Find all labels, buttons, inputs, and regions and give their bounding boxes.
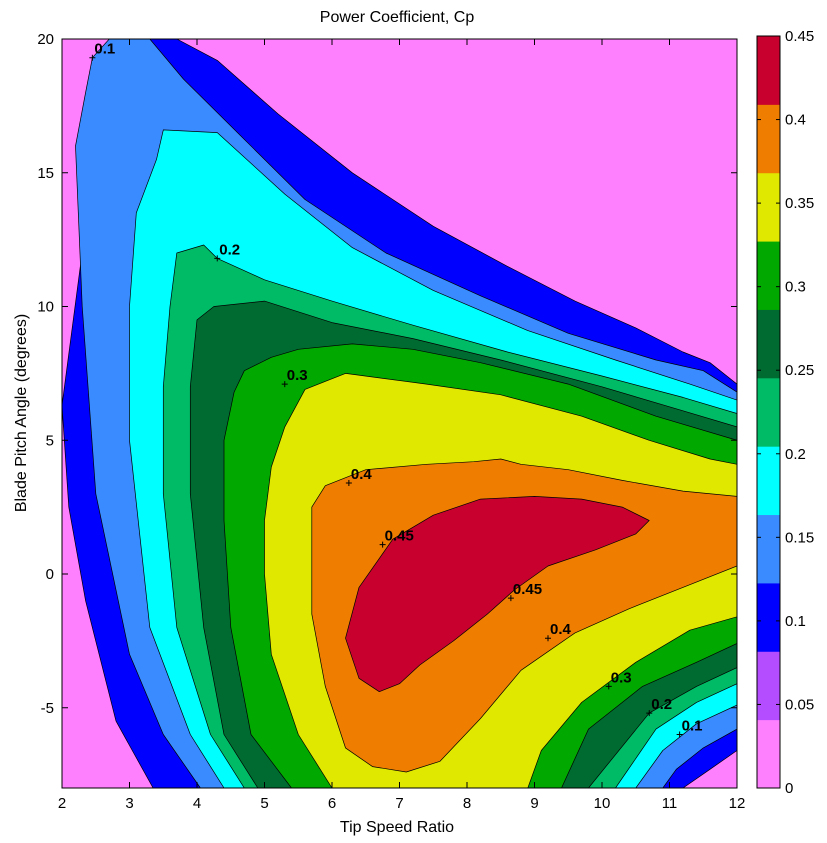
contour-label: 0.45: [385, 528, 414, 545]
contour-label: 0.1: [94, 41, 115, 58]
x-axis-ticks: 2 3 4 5 6 7 8 9 10 11 12: [58, 39, 746, 812]
y-tick-label: 5: [46, 432, 54, 449]
colorbar-tick-label: 0: [785, 780, 793, 797]
contour-label-marker: [507, 595, 514, 602]
colorbar-block: [757, 172, 780, 242]
contour-label: 0.3: [287, 367, 308, 384]
contour-label-marker: [214, 255, 221, 262]
contour-label-marker: [345, 480, 352, 487]
contour-region-0.45: [345, 496, 650, 693]
colorbar-block: [757, 514, 780, 584]
contour-label: 0.2: [219, 241, 240, 258]
y-tick-label: 10: [37, 299, 54, 316]
x-tick-label: 12: [729, 795, 746, 812]
contour-label-marker: [676, 731, 683, 738]
colorbar-block: [757, 104, 780, 174]
colorbar-tick-label: 0.15: [785, 529, 814, 546]
contour-label: 0.1: [682, 718, 703, 735]
contour-label: 0.2: [651, 696, 672, 713]
colorbar-blocks: [757, 36, 780, 789]
colorbar-tick-label: 0.2: [785, 446, 806, 463]
x-tick-label: 11: [662, 795, 678, 812]
contour-label-marker: [281, 381, 288, 388]
colorbar-tick-label: 0.35: [785, 195, 814, 212]
contour-label: 0.4: [351, 466, 373, 483]
colorbar-block: [757, 241, 780, 310]
x-tick-label: 9: [530, 795, 538, 812]
contour-label: 0.45: [513, 581, 542, 598]
plot-area: 0.1 0.2 0.3 0.4 0.45 0.45 0.4 0.3 0.2 0.1 2 3 4 5 6 7 8…: [37, 31, 745, 812]
colorbar-block: [757, 309, 780, 379]
x-tick-label: 2: [58, 795, 66, 812]
x-tick-label: 8: [463, 795, 471, 812]
y-tick-label: 0: [46, 566, 54, 583]
contour-label-marker: [605, 683, 612, 690]
colorbar-block: [757, 36, 780, 105]
contour-label: 0.4: [550, 621, 572, 638]
y-tick-label: -5: [41, 700, 54, 717]
colorbar-block: [757, 446, 780, 516]
x-tick-label: 4: [193, 795, 201, 812]
contour-label: 0.3: [611, 669, 632, 686]
x-tick-label: 3: [125, 795, 133, 812]
colorbar-tick-label: 0.05: [785, 696, 814, 713]
x-tick-label: 7: [395, 795, 403, 812]
x-tick-label: 5: [260, 795, 268, 812]
y-tick-label: 15: [37, 165, 54, 182]
colorbar-tick-label: 0.3: [785, 279, 806, 296]
colorbar-tick-label: 0.4: [785, 112, 806, 129]
y-axis-ticks: -5 0 5 10 15 20: [37, 31, 737, 717]
colorbar: 0 0.05 0.1 0.15 0.2 0.25 0.3 0.35 0.4 0.45: [756, 28, 814, 797]
contour-label-marker: [646, 710, 653, 717]
colorbar-frame: [756, 35, 781, 789]
x-tick-label: 6: [328, 795, 336, 812]
colorbar-block: [757, 377, 780, 447]
colorbar-ticks: 0 0.05 0.1 0.15 0.2 0.25 0.3 0.35 0.4 0.45: [757, 28, 814, 797]
contour-regions: [62, 39, 737, 788]
colorbar-block: [757, 582, 780, 652]
x-tick-label: 10: [594, 795, 611, 812]
x-axis-label: Tip Speed Ratio: [340, 819, 454, 836]
contour-label-marker: [89, 54, 96, 61]
colorbar-block: [757, 651, 780, 721]
colorbar-tick-label: 0.1: [785, 613, 806, 630]
y-tick-label: 20: [37, 31, 54, 48]
y-axis-label: Blade Pitch Angle (degrees): [13, 314, 30, 512]
contour-labels: 0.1 0.2 0.3 0.4 0.45 0.45 0.4 0.3 0.2 0.1: [89, 41, 702, 738]
contour-label-marker: [545, 635, 551, 642]
colorbar-block: [757, 719, 780, 789]
colorbar-tick-label: 0.25: [785, 362, 814, 379]
colorbar-tick-label: 0.45: [785, 28, 814, 45]
contour-label-marker: [379, 541, 386, 548]
chart-title: Power Coefficient, Cp: [320, 9, 475, 26]
